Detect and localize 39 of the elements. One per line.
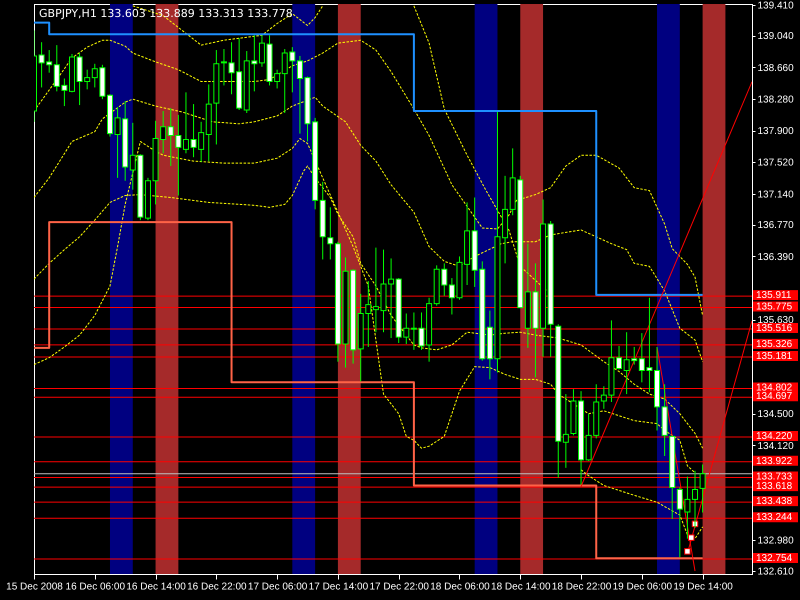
x-tick-label: 19 Dec 14:00 — [673, 582, 734, 592]
y-tick-label: 139.040 — [758, 31, 794, 42]
x-tick-label: 18 Dec 22:00 — [552, 582, 612, 592]
y-tick-label: 136.770 — [758, 220, 794, 232]
ref-line-label: 133.922 — [756, 456, 793, 467]
ref-line-label: 133.438 — [756, 496, 793, 508]
y-tick-label: 137.520 — [758, 158, 794, 169]
ref-line-label: 134.220 — [756, 430, 793, 442]
x-tick-label: 15 Dec 2008 — [6, 582, 64, 592]
x-tick-label: 17 Dec 22:00 — [369, 582, 430, 592]
y-tick-label: 139.410 — [758, 0, 794, 12]
x-tick-label: 16 Dec 06:00 — [66, 582, 126, 592]
ref-line-label: 133.244 — [756, 512, 793, 524]
x-tick-label: 16 Dec 14:00 — [126, 582, 186, 592]
x-tick-label: 18 Dec 06:00 — [430, 582, 490, 592]
ref-line-label: 134.697 — [756, 391, 793, 402]
ref-line-label: 135.775 — [756, 301, 793, 312]
y-tick-label: 132.980 — [758, 536, 794, 547]
ref-line-label: 133.618 — [756, 481, 793, 492]
y-tick-label: 136.390 — [758, 252, 794, 263]
ref-line-label: 133.733 — [756, 472, 793, 482]
y-tick-label: 137.140 — [758, 189, 794, 200]
x-tick-label: 18 Dec 14:00 — [491, 582, 551, 592]
ref-line-label: 135.181 — [756, 350, 793, 362]
y-tick-label: 137.900 — [758, 126, 794, 138]
y-tick-label: 138.280 — [758, 94, 794, 106]
y-tick-label: 134.120 — [758, 440, 794, 452]
y-tick-label: 132.610 — [758, 566, 794, 578]
ref-line-label: 134.802 — [756, 382, 793, 394]
ref-line-label: 132.754 — [756, 553, 793, 564]
x-tick-label: 19 Dec 06:00 — [612, 582, 673, 592]
ref-line-label: 135.911 — [756, 290, 792, 302]
x-tick-label: 17 Dec 06:00 — [248, 582, 308, 592]
y-tick-label: 138.660 — [758, 62, 794, 74]
x-tick-label: 17 Dec 14:00 — [308, 582, 369, 592]
ref-line-label: 135.516 — [756, 323, 793, 334]
y-tick-label: 134.500 — [758, 409, 794, 420]
x-tick-label: 16 Dec 22:00 — [187, 582, 248, 592]
ref-line-label: 135.326 — [756, 338, 793, 350]
